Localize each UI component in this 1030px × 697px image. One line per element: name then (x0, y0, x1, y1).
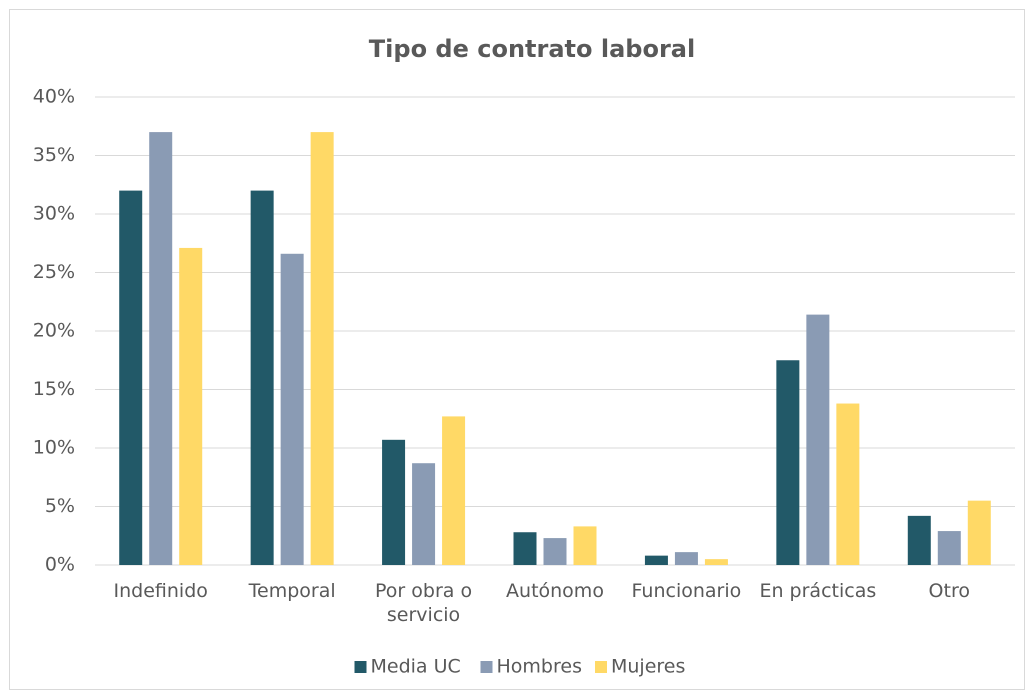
chart-border (9, 9, 1025, 690)
bar (179, 247, 203, 565)
x-tick-label-box: Indefinido (113, 580, 208, 602)
x-tick-label: Indefinido (113, 580, 208, 602)
y-tick-label: 40% (33, 86, 75, 108)
x-tick-label-box: En prácticas (759, 580, 877, 602)
bar (543, 538, 567, 565)
legend-swatch (480, 661, 493, 673)
bar (776, 360, 800, 565)
y-tick-label: 20% (33, 320, 75, 342)
bar (280, 253, 304, 565)
bar (442, 416, 466, 565)
x-tick-label: Otro (928, 580, 970, 602)
x-tick-label-box: Otro (928, 580, 970, 602)
bar (704, 559, 728, 565)
x-tick-label-box: Temporal (248, 580, 336, 602)
bar (806, 314, 830, 565)
bar (412, 463, 436, 565)
bar (644, 555, 668, 565)
x-tick-label: En prácticas (759, 580, 877, 602)
bar (513, 532, 537, 565)
x-tick-label-box: Funcionario (631, 580, 742, 602)
bar (573, 526, 597, 565)
chart-title: Tipo de contrato laboral (369, 35, 695, 63)
legend-swatch (595, 661, 607, 673)
x-tick-label: Autónomo (506, 580, 604, 602)
legend-swatch (354, 661, 367, 673)
x-tick-label: Funcionario (631, 580, 742, 602)
y-tick-label: 30% (33, 203, 75, 225)
legend-label: Hombres (497, 656, 582, 678)
x-tick-label-box: Autónomo (506, 580, 604, 602)
bar (937, 531, 961, 565)
bar (907, 515, 931, 565)
x-tick-label-box: Por obra o servicio (375, 580, 473, 626)
bar (967, 500, 991, 565)
bar (310, 132, 334, 565)
y-tick-label: 10% (33, 437, 75, 459)
bar (149, 132, 173, 565)
y-tick-label: 35% (33, 144, 75, 166)
bar (836, 403, 860, 565)
bar (674, 552, 698, 565)
bar (382, 439, 406, 565)
x-tick-label: Temporal (248, 580, 336, 602)
legend-label: Mujeres (611, 656, 685, 678)
bar (119, 190, 143, 565)
legend-label: Media UC (371, 656, 461, 678)
y-tick-label: 15% (33, 378, 75, 400)
y-tick-label: 5% (45, 495, 75, 517)
y-tick-label: 0% (45, 554, 75, 576)
y-tick-label: 25% (33, 261, 75, 283)
x-tick-label: Por obra o servicio (375, 580, 473, 626)
bar (250, 190, 274, 565)
